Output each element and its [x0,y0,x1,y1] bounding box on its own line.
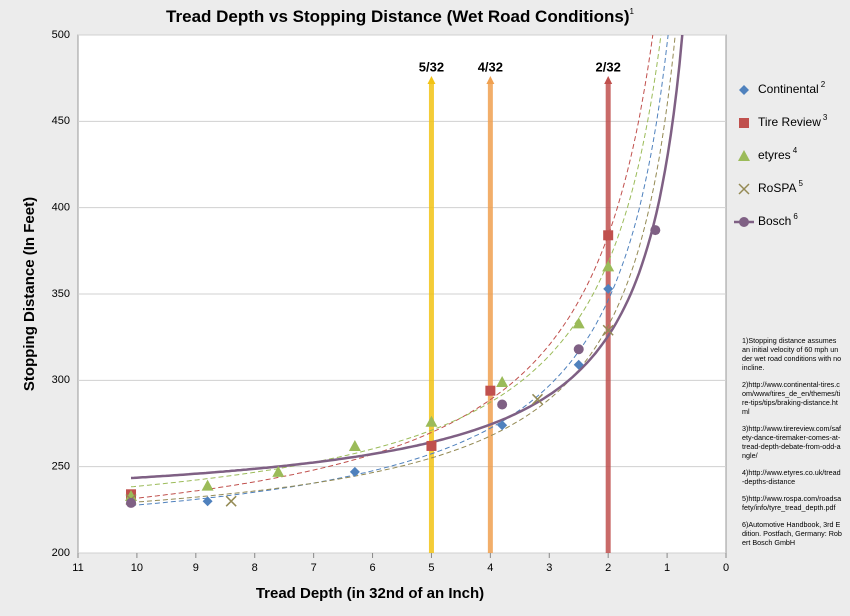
reference-label: 5/32 [419,59,444,74]
note: 6)Automotive Handbook, 3rd Edition. Post… [742,520,842,547]
x-tick-label: 1 [664,562,670,574]
x-tick-label: 4 [487,562,493,574]
legend-ref: 5 [798,179,803,188]
point [602,260,615,272]
trend-line [130,35,684,480]
point [485,385,496,396]
point [272,465,285,477]
legend-symbol [739,85,749,95]
point [603,230,614,241]
x-tick-label: 9 [193,562,199,574]
legend-ref: 6 [793,212,798,221]
y-tick-label: 350 [52,288,70,300]
x-tick-label: 0 [723,562,729,574]
trend-line [130,35,662,488]
x-tick-label: 6 [369,562,375,574]
point [202,496,213,507]
point [573,344,584,355]
point [348,439,361,451]
note: 4)http://www.etyres.co.uk/tread-depths-d… [742,468,841,486]
y-tick-label: 450 [52,115,70,127]
point [125,490,138,502]
trend-line [130,35,669,506]
legend-name: Bosch [758,214,791,228]
y-tick-label: 250 [52,461,70,473]
legend-name: Tire Review [758,115,821,129]
note: 5)http://www.rospa.com/roadsafety/info/t… [742,494,842,512]
y-tick-label: 500 [52,29,70,41]
point [496,376,509,388]
x-tick-label: 11 [72,562,83,574]
note: 2)http://www.continental-tires.com/www/t… [742,380,841,416]
legend-symbol [738,150,750,161]
legend-ref: 4 [793,146,798,155]
legend-ref: 3 [823,113,828,122]
x-tick-label: 8 [252,562,258,574]
point [225,495,237,507]
reference-label: 4/32 [478,59,503,74]
x-tick-label: 2 [605,562,611,574]
chart-title: Tread Depth vs Stopping Distance (Wet Ro… [166,7,634,26]
plot-layer [125,35,684,553]
y-tick-label: 300 [52,374,70,386]
note: 3)http://www.tirereview.com/safety-dance… [742,424,842,460]
legend-symbol [739,118,749,128]
x-axis-label: Tread Depth (in 32nd of an Inch) [256,585,484,602]
legend-name: RoSPA [758,181,796,195]
y-tick-label: 200 [52,547,70,559]
reference-arrow [486,76,495,84]
x-tick-label: 7 [311,562,317,574]
point [425,415,438,427]
x-tick-label: 5 [428,562,434,574]
reference-arrow [427,76,436,84]
point [572,317,585,329]
legend-symbol [738,183,750,195]
legend-ref: 2 [821,80,826,89]
point [602,324,614,336]
y-axis-label: Stopping Distance (In Feet) [21,197,38,391]
reference-arrow [604,76,613,84]
legend-label: Bosch 6 [758,212,798,228]
legend-name: Continental [758,82,819,96]
reference-label: 2/32 [596,59,621,74]
point [650,225,661,236]
point [426,440,437,451]
legend-label: RoSPA 5 [758,179,803,195]
y-tick-label: 400 [52,202,70,214]
point [603,283,614,294]
legend-name: etyres [758,148,791,162]
point [126,497,137,508]
trend-line [130,35,676,503]
note: 1)Stopping distance assumes an initial v… [742,336,842,372]
x-tick-label: 10 [131,562,143,574]
point [531,393,544,405]
legend-symbol [739,217,749,227]
legend-label: Continental 2 [758,80,826,96]
legend-label: etyres 4 [758,146,798,162]
legend-label: Tire Review 3 [758,113,828,129]
point [349,466,360,477]
trend-line [130,35,654,500]
point [573,359,584,370]
point [497,420,508,431]
point [201,479,214,491]
notes: 1)Stopping distance assumes an initial v… [742,336,842,555]
point [497,399,508,410]
x-tick-label: 3 [546,562,552,574]
